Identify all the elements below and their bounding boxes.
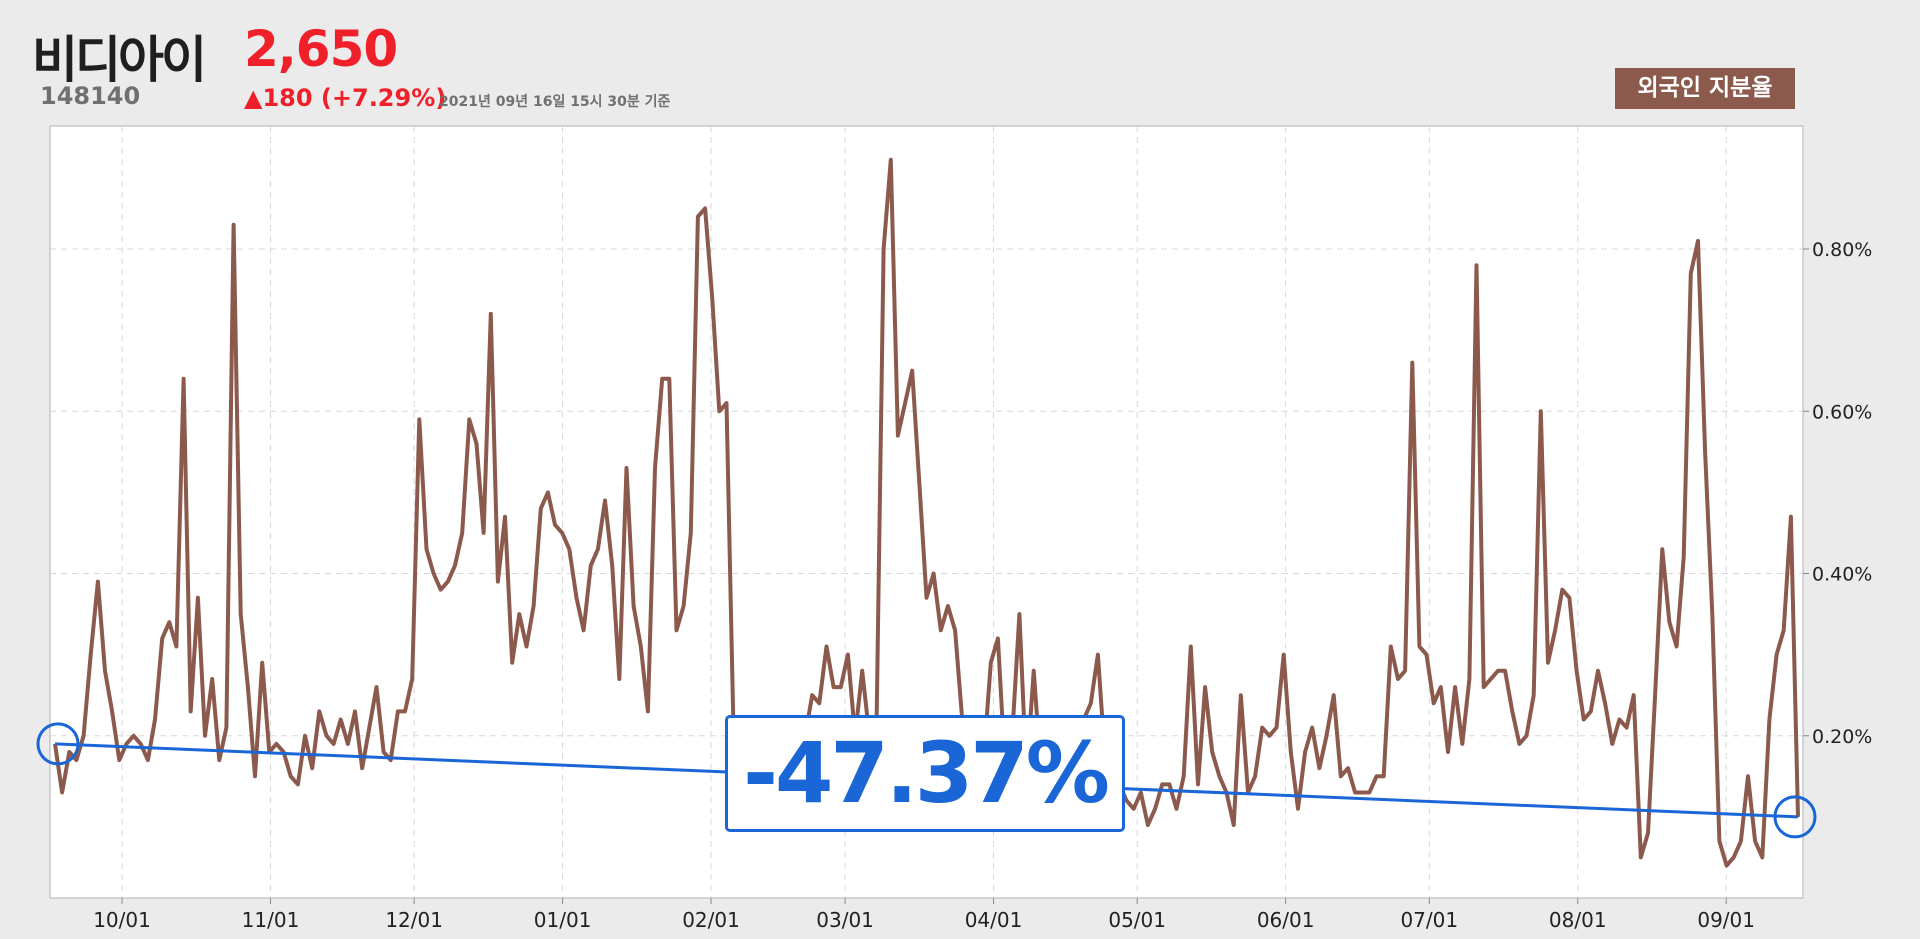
stock-code: 148140 xyxy=(40,82,141,110)
x-tick-label: 08/01 xyxy=(1549,908,1607,932)
x-tick-label: 01/01 xyxy=(534,908,592,932)
x-tick-label: 11/01 xyxy=(242,908,300,932)
x-tick-label: 06/01 xyxy=(1257,908,1315,932)
x-tick-label: 04/01 xyxy=(965,908,1023,932)
x-tick-label: 03/01 xyxy=(816,908,874,932)
trend-change-badge: -47.37% xyxy=(725,715,1125,832)
metric-badge[interactable]: 외국인 지분율 xyxy=(1615,68,1795,109)
price-change: ▲180 (+7.29%) xyxy=(244,84,447,112)
x-tick-label: 10/01 xyxy=(93,908,151,932)
y-tick-label: 0.60% xyxy=(1812,401,1872,423)
stock-price: 2,650 xyxy=(244,20,398,78)
y-tick-label: 0.80% xyxy=(1812,239,1872,261)
x-tick-label: 09/01 xyxy=(1697,908,1755,932)
stock-name: 비디아이 xyxy=(32,31,207,89)
trend-end-marker xyxy=(1773,795,1817,839)
y-tick-label: 0.40% xyxy=(1812,564,1872,586)
x-tick-label: 02/01 xyxy=(682,908,740,932)
series-line xyxy=(53,157,1800,868)
as-of-timestamp: 2021년 09년 16일 15시 30분 기준 xyxy=(439,94,671,110)
x-tick-label: 12/01 xyxy=(385,908,443,932)
trend-start-marker xyxy=(36,722,80,766)
x-tick-label: 07/01 xyxy=(1400,908,1458,932)
x-tick-label: 05/01 xyxy=(1108,908,1166,932)
y-tick-label: 0.20% xyxy=(1812,726,1872,748)
